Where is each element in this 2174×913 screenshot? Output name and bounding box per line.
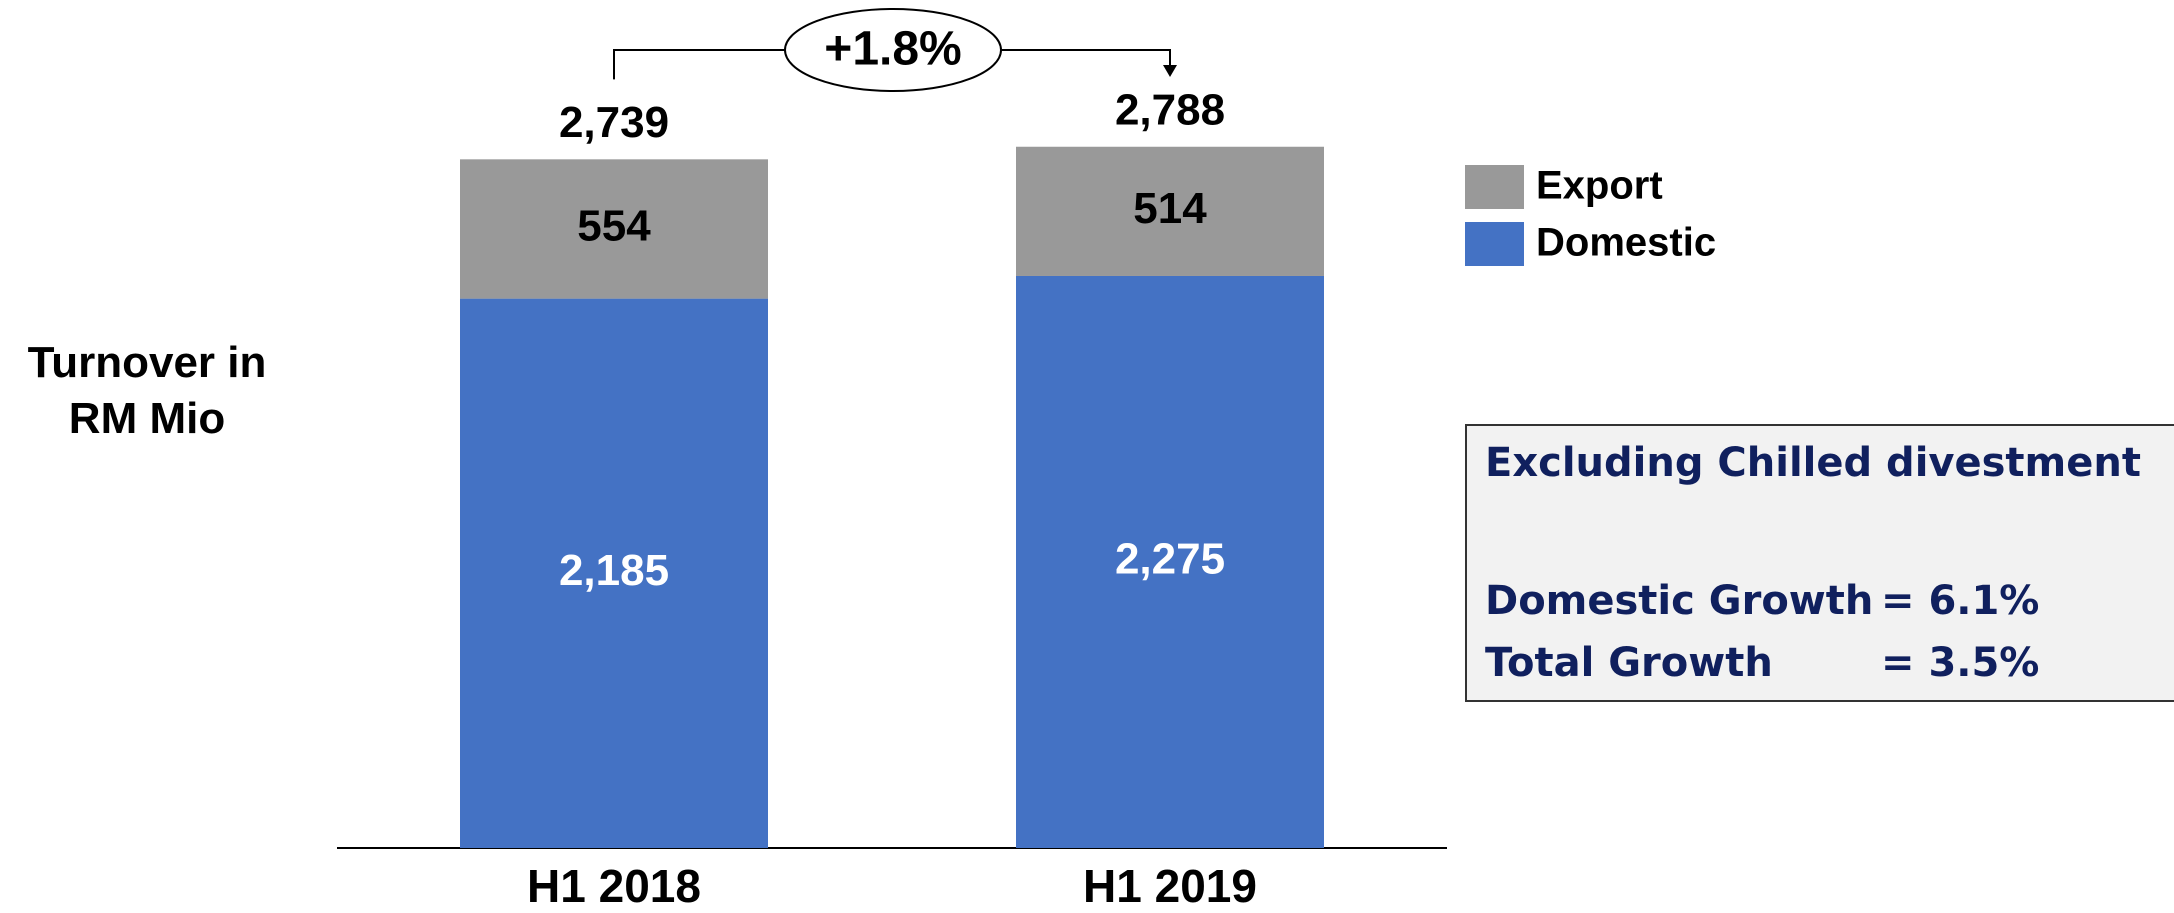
legend-label: Export [1536, 164, 1663, 208]
note-value: = 3.5% [1881, 640, 2040, 686]
y-axis-label: Turnover in RM Mio [27, 338, 267, 443]
value-label: 514 [1133, 184, 1207, 233]
note-box: Excluding Chilled divestment Domestic Gr… [1465, 424, 2174, 702]
growth-ellipse [784, 8, 1002, 92]
total-label: 2,788 [1115, 86, 1225, 135]
growth-label: +1.8% [824, 23, 961, 76]
legend-label: Domestic [1536, 221, 1716, 265]
legend-swatch [1465, 222, 1524, 266]
note-label: Domestic Growth [1485, 578, 1874, 624]
bar-segment [1016, 146, 1324, 276]
note-label: Total Growth [1485, 640, 1773, 686]
value-label: 2,185 [559, 546, 669, 595]
bar-segment [460, 298, 768, 849]
x-tick-label: H1 2018 [527, 860, 701, 912]
x-tick-label: H1 2019 [1083, 860, 1257, 912]
bar-segment [460, 159, 768, 299]
note-title: Excluding Chilled divestment [1485, 440, 2141, 486]
note-value: = 6.1% [1881, 578, 2040, 624]
value-label: 2,275 [1115, 535, 1225, 584]
legend-swatch [1465, 165, 1524, 209]
bar-segment [1016, 275, 1324, 848]
value-label: 554 [577, 202, 651, 251]
growth-arrow [1163, 65, 1177, 77]
total-label: 2,739 [559, 98, 669, 147]
